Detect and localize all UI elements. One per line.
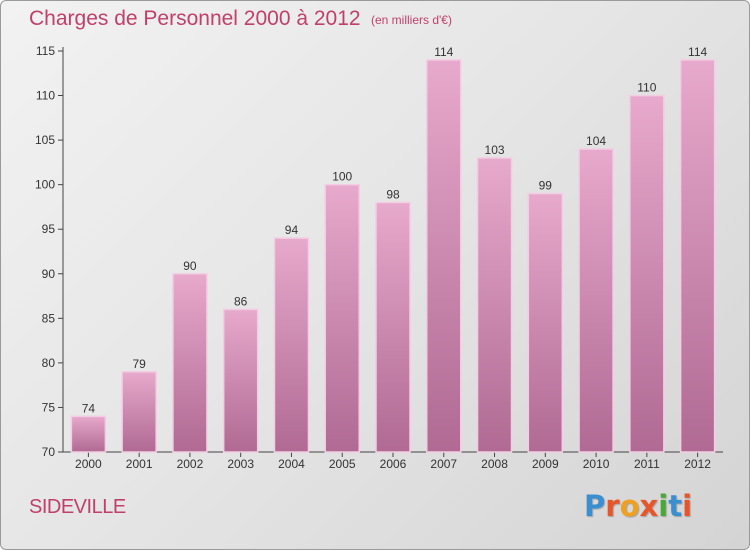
bar-2000[interactable]: [70, 415, 107, 453]
y-tick-label: 85: [42, 311, 56, 325]
y-tick-label: 105: [35, 133, 55, 147]
bar-2005[interactable]: [324, 183, 360, 453]
logo-letter: x: [639, 489, 659, 523]
bar-2009[interactable]: [527, 192, 564, 453]
proxiti-logo[interactable]: Proxiti: [584, 489, 692, 523]
logo-letter: r: [605, 489, 620, 523]
commune-name: SIDEVILLE: [29, 496, 126, 518]
chart-title: Charges de Personnel 2000 à 2012: [29, 7, 361, 30]
value-label-2004: 94: [285, 223, 299, 237]
bar-2003[interactable]: [222, 308, 259, 453]
bar-2012[interactable]: [679, 59, 716, 453]
value-label-2005: 100: [332, 170, 352, 184]
chart-bars: [70, 59, 716, 453]
value-label-2002: 90: [183, 259, 197, 273]
x-tick-label-2011: 2011: [634, 457, 660, 471]
logo-letter: i: [658, 489, 669, 523]
x-tick-label-2010: 2010: [583, 457, 610, 471]
value-label-2000: 74: [82, 401, 96, 415]
x-tick-label-2006: 2006: [380, 457, 407, 471]
y-tick-label: 115: [36, 44, 55, 58]
value-label-2010: 104: [586, 134, 606, 148]
logo-letter: P: [584, 489, 606, 523]
y-tick-label: 90: [42, 267, 56, 281]
chart-labels: 2000 74 2001 79 2002 90 2003 86 2004 94 2005 100 200…: [75, 45, 711, 471]
y-tick-label: 110: [36, 89, 55, 103]
x-tick-label-2008: 2008: [481, 457, 508, 471]
x-tick-label-2007: 2007: [430, 457, 457, 471]
x-tick-label-2002: 2002: [177, 457, 204, 471]
y-tick-label: 80: [42, 356, 56, 370]
x-tick-label-2004: 2004: [278, 457, 305, 471]
logo-letter: o: [619, 489, 640, 523]
logo-letter: t: [668, 489, 683, 523]
bar-2004[interactable]: [273, 237, 310, 453]
x-tick-label-2001: 2001: [126, 457, 153, 471]
x-tick-label-2000: 2000: [75, 457, 102, 471]
bar-2002[interactable]: [172, 273, 208, 453]
x-tick-label-2003: 2003: [227, 457, 254, 471]
value-label-2006: 98: [386, 187, 400, 201]
bar-2007[interactable]: [426, 59, 462, 453]
bar-2001[interactable]: [121, 371, 157, 453]
x-tick-label-2005: 2005: [329, 457, 356, 471]
value-label-2012: 114: [688, 45, 707, 59]
value-label-2007: 114: [434, 45, 453, 59]
logo-letter: i: [682, 489, 693, 523]
bar-2011[interactable]: [629, 94, 665, 453]
bar-2006[interactable]: [375, 201, 411, 453]
value-label-2011: 110: [637, 81, 656, 95]
y-tick-label: 95: [42, 222, 56, 236]
value-label-2008: 103: [485, 143, 505, 157]
x-tick-label-2012: 2012: [684, 457, 711, 471]
value-label-2003: 86: [234, 294, 248, 308]
y-tick-label: 100: [35, 178, 55, 192]
bar-2008[interactable]: [476, 157, 513, 453]
chart-subtitle: (en milliers d'€): [371, 13, 452, 27]
bar-2010[interactable]: [578, 148, 614, 453]
x-tick-label-2009: 2009: [532, 457, 559, 471]
y-tick-label: 70: [42, 445, 56, 459]
y-tick-label: 75: [42, 400, 56, 414]
value-label-2009: 99: [539, 179, 553, 193]
value-label-2001: 79: [132, 357, 146, 371]
